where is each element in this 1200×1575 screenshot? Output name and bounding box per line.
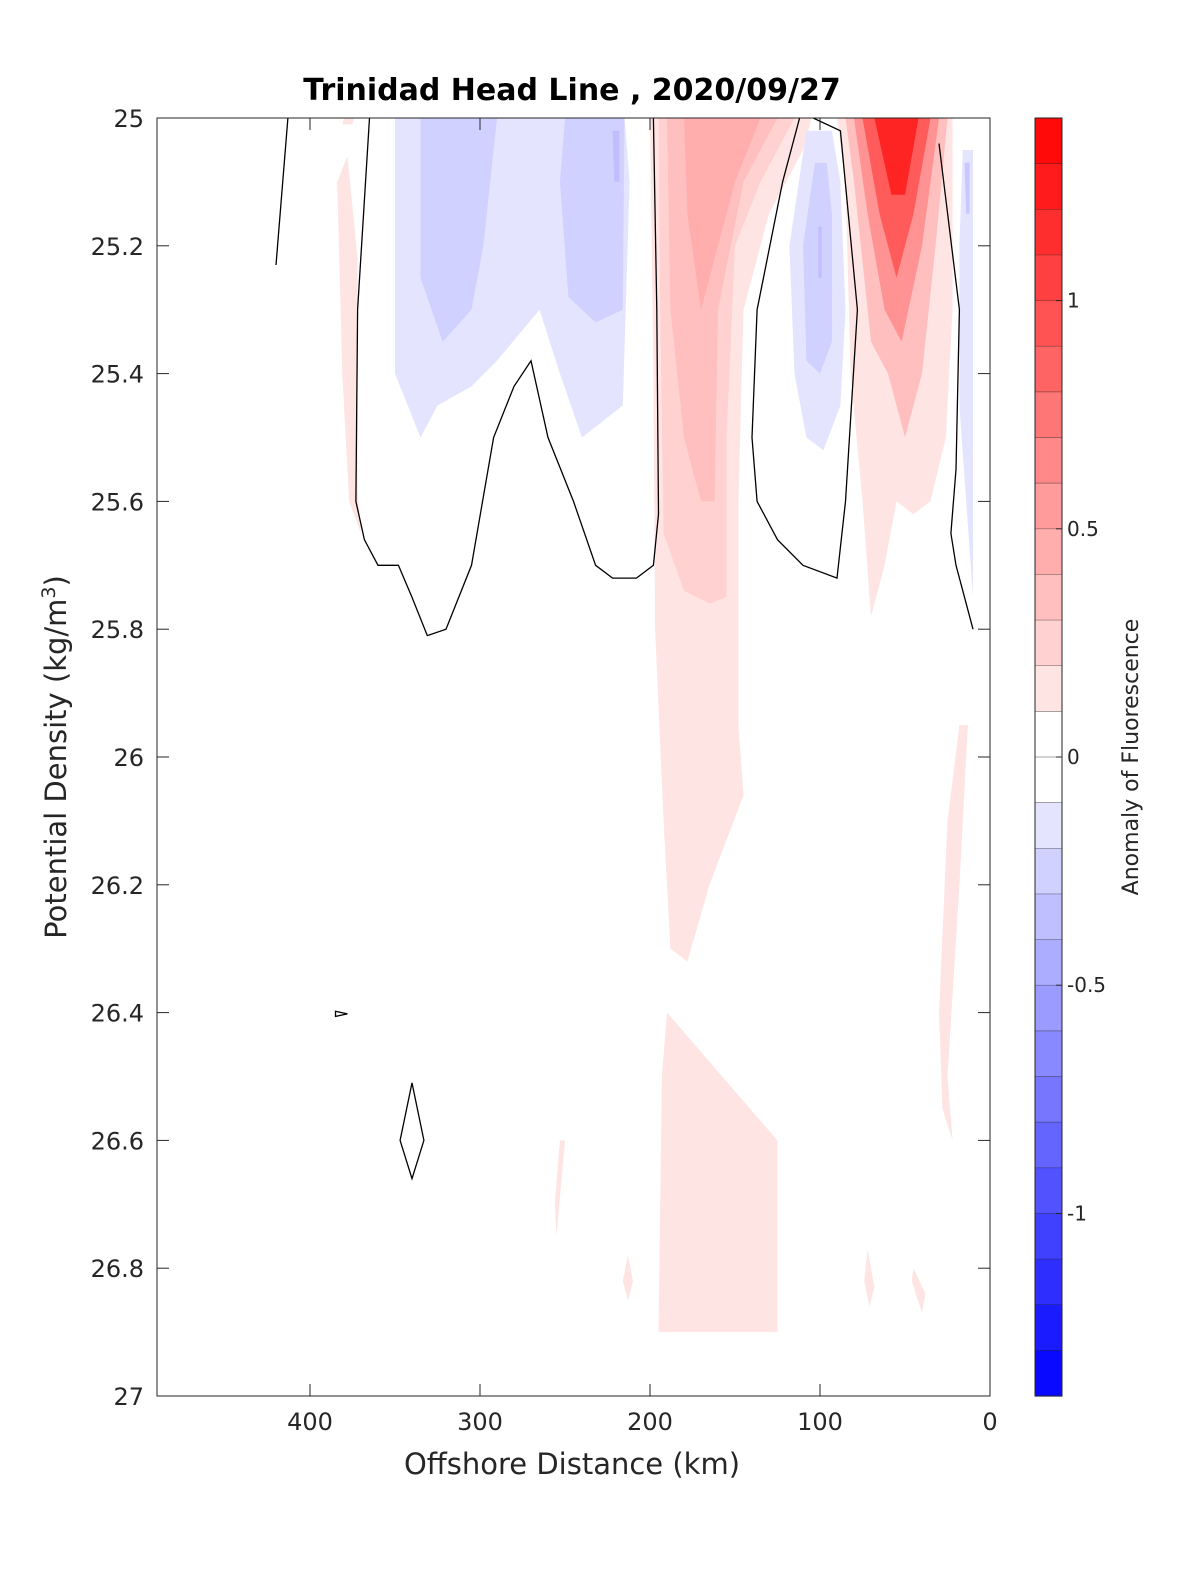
y-axis-label-close: )	[39, 575, 73, 586]
y-tick-label: 26.8	[91, 1255, 144, 1283]
colorbar-level	[1035, 985, 1062, 1032]
colorbar-level	[1035, 1259, 1062, 1306]
y-tick-label: 26	[113, 744, 144, 772]
colorbar-level	[1035, 1030, 1062, 1078]
x-tick-label: 0	[982, 1408, 997, 1436]
colorbar-level	[1035, 574, 1062, 621]
colorbar-tick-label: 1	[1067, 289, 1080, 313]
zero-contour-line	[938, 143, 974, 630]
x-tick-label: 400	[287, 1408, 333, 1436]
anomaly-region	[803, 162, 832, 374]
anomaly-region	[420, 118, 497, 342]
anomaly-region	[342, 118, 355, 125]
zero-contour-line	[399, 1082, 425, 1181]
y-tick-label: 26.6	[91, 1127, 144, 1155]
colorbar-level	[1035, 118, 1062, 165]
x-axis-label: Offshore Distance (km)	[404, 1447, 740, 1481]
colorbar-level	[1035, 848, 1062, 895]
anomaly-region	[612, 130, 620, 182]
x-tick-label: 100	[797, 1408, 843, 1436]
anomaly-region	[622, 1255, 633, 1301]
colorbar-level	[1035, 254, 1062, 302]
colorbar-level	[1035, 711, 1062, 758]
y-tick-label: 25.4	[91, 361, 144, 389]
colorbar-level	[1035, 391, 1062, 439]
y-tick-label: 25.8	[91, 616, 144, 644]
colorbar-level	[1035, 893, 1062, 941]
colorbar-level	[1035, 483, 1062, 530]
y-tick-label: 26.4	[91, 1000, 144, 1028]
y-tick-label: 25.2	[91, 233, 144, 261]
colorbar-level	[1035, 665, 1062, 712]
anomaly-region	[684, 118, 761, 310]
colorbar-level	[1035, 1304, 1062, 1351]
colorbar-level	[1035, 802, 1062, 849]
colorbar-level	[1035, 1167, 1062, 1215]
colorbar-tick-label: 0	[1067, 745, 1080, 769]
colorbar-tick-label: -1	[1067, 1201, 1087, 1225]
y-tick-label: 25	[113, 105, 144, 133]
colorbar-level	[1035, 757, 1062, 804]
colorbar-level	[1035, 163, 1062, 210]
chart-title: Trinidad Head Line , 2020/09/27	[303, 73, 840, 108]
zero-contour-line	[334, 1010, 348, 1018]
y-tick-label: 27	[113, 1383, 144, 1411]
colorbar-label: Anomaly of Fluorescence	[1119, 619, 1144, 896]
anomaly-region	[337, 156, 361, 534]
zero-contour-line	[275, 118, 289, 266]
colorbar-level	[1035, 300, 1062, 347]
colorbar-level	[1035, 1213, 1062, 1260]
x-tick-label: 300	[457, 1408, 503, 1436]
axis-ticks: 400 300 200 100 0 25 25.2 25.4 25.6 25.8 26 26.2 26.…	[91, 105, 998, 1436]
anomaly-region	[862, 118, 931, 278]
anomaly-region	[939, 725, 968, 1141]
colorbar-tick-label: -0.5	[1067, 973, 1106, 997]
zero-contours	[275, 118, 974, 1181]
y-axis-label-main: Potential Density (kg/m	[39, 599, 73, 939]
colorbar-level	[1035, 1076, 1062, 1123]
y-tick-label: 25.6	[91, 488, 144, 516]
zero-contour-line	[751, 118, 859, 580]
x-tick-label: 200	[627, 1408, 673, 1436]
anomaly-region	[911, 1268, 926, 1313]
colorbar-level	[1035, 528, 1062, 576]
y-tick-label: 26.2	[91, 872, 144, 900]
anomaly-region	[658, 1012, 778, 1333]
colorbar-level	[1035, 437, 1062, 484]
zero-contour-line	[355, 118, 660, 637]
anomaly-region	[559, 118, 625, 323]
colorbar-level	[1035, 620, 1062, 667]
y-axis-label: Potential Density (kg/m3)	[38, 575, 73, 939]
colorbar-level	[1035, 209, 1062, 256]
anomaly-region	[554, 1140, 565, 1237]
colorbar-tick-label: 0.5	[1067, 517, 1099, 541]
anomaly-region	[964, 162, 970, 214]
anomaly-region	[959, 150, 973, 598]
colorbar-level	[1035, 939, 1062, 986]
y-axis-label-sup: 3	[38, 586, 60, 598]
colorbar-level	[1035, 1122, 1062, 1169]
anomaly-regions	[337, 118, 973, 1333]
colorbar-frame	[1034, 117, 1063, 1397]
colorbar-level	[1035, 1350, 1062, 1397]
anomaly-region	[818, 226, 822, 278]
anomaly-region	[874, 118, 919, 195]
anomaly-region	[864, 1249, 875, 1307]
colorbar: 1 0.5 0 -0.5 -1	[1035, 118, 1106, 1397]
colorbar-level	[1035, 346, 1062, 393]
